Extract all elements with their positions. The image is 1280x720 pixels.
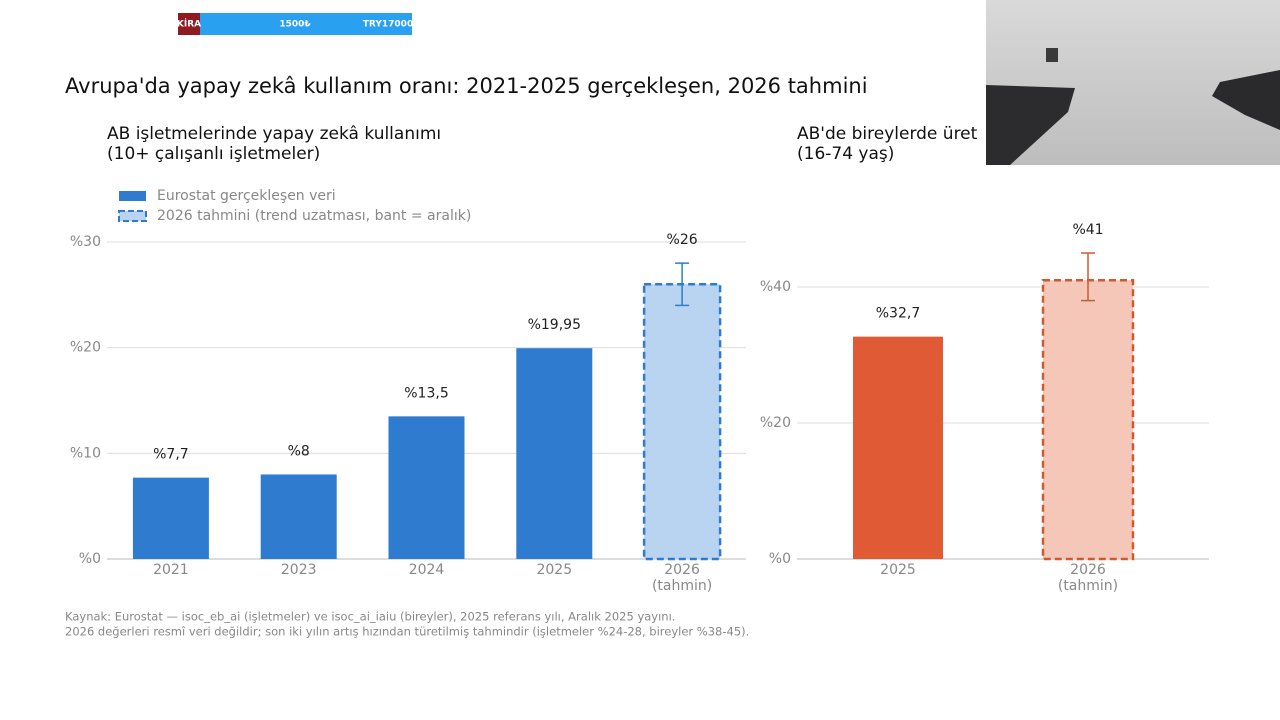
chart-title: AB işletmelerinde yapay zekâ kullanımı (1… [107,124,441,164]
page-title: Avrupa'da yapay zekâ kullanım oranı: 202… [65,74,868,98]
bar [260,474,337,559]
banner-label: KİRA [177,19,201,30]
y-tick-label: %20 [70,340,101,356]
value-label: %13,5 [404,385,448,401]
source-note: Kaynak: Eurostat — isoc_eb_ai (işletmele… [65,610,675,624]
x-tick-label: 2026 (tahmin) [1058,562,1118,594]
y-tick-label: %40 [760,279,791,295]
x-tick-label: 2025 [880,562,916,578]
bar [642,283,722,561]
banner-total: TRY17000 [363,20,413,30]
x-tick-label: 2025 [536,562,572,578]
x-tick-label: 2026 (tahmin) [652,562,712,594]
webcam-object [1046,48,1058,62]
webcam-object [986,85,1075,165]
bar [1041,278,1135,561]
x-tick-label: 2021 [153,562,189,578]
legend-label: Eurostat gerçekleşen veri [157,188,336,204]
bar [853,336,943,559]
banner-price: 1500₺ [279,20,311,30]
source-note: 2026 değerleri resmî veri değildir; son … [65,625,749,639]
x-tick-label: 2023 [281,562,317,578]
x-tick-label: 2024 [409,562,445,578]
legend-swatch [118,210,147,222]
webcam [986,0,1280,165]
y-tick-label: %0 [769,551,791,567]
chart-title: AB'de bireylerde üret (16-74 yaş) [797,124,978,164]
banner-bg [200,13,412,35]
bar [132,477,209,559]
bar [516,348,593,559]
legend-label: 2026 tahmini (trend uzatması, bant = ara… [157,208,471,224]
webcam-object [1212,70,1280,130]
value-label: %32,7 [876,306,920,322]
legend-swatch [119,191,146,201]
y-tick-label: %10 [70,445,101,461]
y-tick-label: %0 [79,551,101,567]
y-tick-label: %20 [760,415,791,431]
charts: AB işletmelerinde yapay zekâ kullanımı (1… [70,124,1209,594]
value-label: %7,7 [153,447,189,463]
value-label: %8 [288,443,310,459]
banner: KİRA 1500₺ TRY17000 [177,13,413,35]
value-label: %26 [667,232,698,248]
value-label: %41 [1072,222,1103,238]
value-label: %19,95 [528,317,581,333]
y-tick-label: %30 [70,234,101,250]
banner-label-bg [178,13,200,35]
bar [388,416,465,559]
